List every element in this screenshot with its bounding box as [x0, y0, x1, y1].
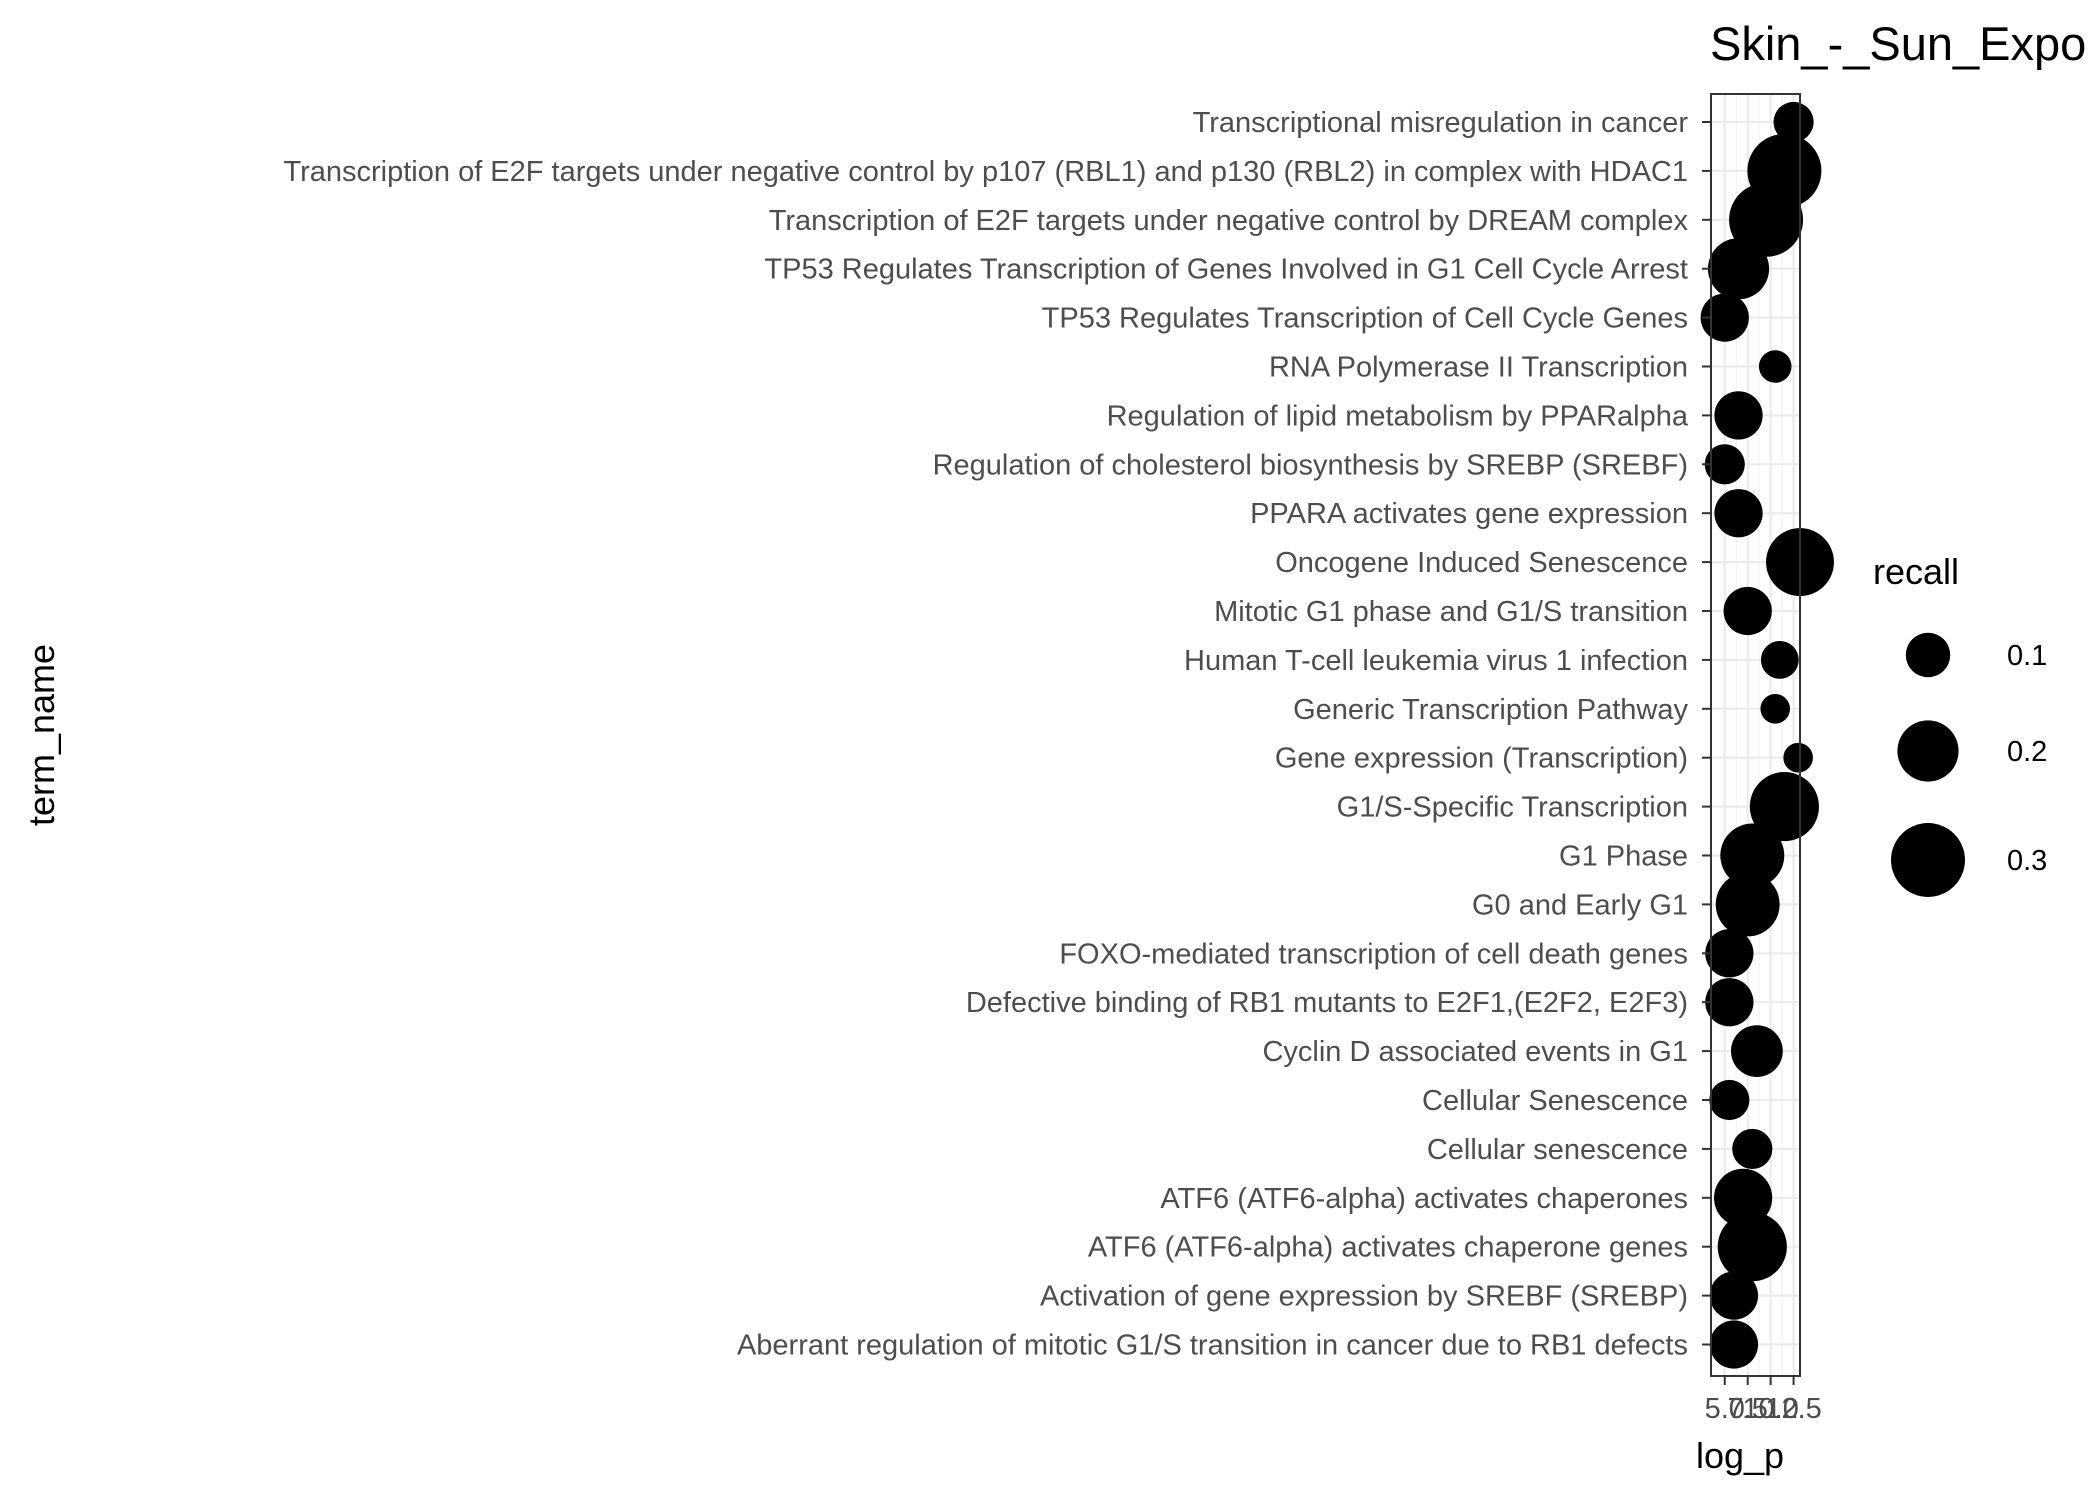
data-point	[1705, 978, 1754, 1027]
data-point	[1783, 742, 1813, 773]
data-point	[1749, 772, 1819, 842]
x-tick-label: 5.0	[1705, 1393, 1745, 1425]
y-axis: Transcriptional misregulation in cancer T…	[283, 107, 1711, 1362]
x-tick-label: 10.0	[1742, 1393, 1798, 1425]
plot-title: Skin_-_Sun_Expo	[1710, 17, 2086, 70]
y-tick-label: RNA Polymerase II Transcription	[1269, 352, 1688, 384]
y-tick-label: TP53 Regulates Transcription of Genes In…	[764, 254, 1688, 286]
data-point	[1707, 238, 1770, 300]
data-point	[1732, 1128, 1773, 1169]
y-tick-label: Aberrant regulation of mitotic G1/S tran…	[737, 1330, 1688, 1362]
y-axis-title: term_name	[21, 644, 62, 826]
x-axis-title: log_p	[1696, 1435, 1784, 1476]
y-tick-label: ATF6 (ATF6-alpha) activates chaperone ge…	[1088, 1232, 1688, 1264]
legend-keys: 0.1 0.2 0.3	[1891, 632, 2047, 897]
y-tick-label: PPARA activates gene expression	[1250, 498, 1688, 530]
data-point	[1714, 1168, 1773, 1227]
data-point	[1773, 101, 1814, 143]
plot-panel	[1700, 93, 1834, 1377]
y-tick-label: G1/S-Specific Transcription	[1337, 792, 1688, 824]
legend-key	[1891, 823, 1965, 897]
data-point	[1709, 1320, 1759, 1369]
data-points	[1700, 101, 1834, 1369]
panel-border	[1710, 93, 1801, 1377]
y-tick-label: Oncogene Induced Senescence	[1275, 547, 1688, 579]
data-point	[1760, 694, 1791, 724]
y-tick-label: Cellular Senescence	[1422, 1085, 1688, 1117]
y-tick-label: Mitotic G1 phase and G1/S transition	[1214, 596, 1688, 628]
legend-title: recall	[1873, 551, 1959, 592]
data-point	[1704, 444, 1745, 485]
data-point	[1717, 1212, 1787, 1282]
y-tick-label: Cyclin D associated events in G1	[1262, 1036, 1688, 1068]
size-legend: recall 0.1 0.2 0.3	[1873, 551, 2047, 897]
data-point	[1715, 872, 1780, 937]
y-axis-labels: Transcriptional misregulation in cancer T…	[283, 107, 1688, 1362]
y-tick-label: G1 Phase	[1559, 841, 1688, 873]
y-tick-label: TP53 Regulates Transcription of Cell Cyc…	[1042, 303, 1688, 335]
data-point	[1714, 489, 1763, 538]
y-tick-label: Transcription of E2F targets under negat…	[769, 205, 1689, 237]
data-point	[1758, 350, 1792, 383]
data-point	[1723, 586, 1772, 636]
x-axis-labels: 5.07.510.012.5	[1705, 1393, 1822, 1425]
x-axis-ticks	[1723, 1376, 1795, 1385]
y-tick-label: ATF6 (ATF6-alpha) activates chaperones	[1160, 1183, 1688, 1215]
y-tick-label: Human T-cell leukemia virus 1 infection	[1184, 645, 1688, 677]
y-tick-label: Generic Transcription Pathway	[1293, 694, 1688, 726]
y-tick-label: Defective binding of RB1 mutants to E2F1…	[966, 987, 1688, 1019]
x-tick-label: 12.5	[1765, 1393, 1821, 1425]
data-point	[1729, 182, 1804, 257]
data-point	[1720, 823, 1785, 888]
data-point	[1760, 640, 1799, 679]
legend-key	[1897, 720, 1959, 782]
y-tick-label: Cellular senescence	[1427, 1134, 1688, 1166]
legend-label: 0.1	[2007, 640, 2047, 672]
y-tick-label: Regulation of cholesterol biosynthesis b…	[933, 449, 1688, 481]
y-axis-ticks	[1702, 121, 1711, 1346]
legend-key	[1905, 632, 1951, 678]
legend-label: 0.2	[2007, 736, 2047, 768]
x-axis: 5.07.510.012.5	[1705, 1376, 1822, 1425]
y-tick-label: Transcriptional misregulation in cancer	[1193, 107, 1689, 139]
data-point	[1709, 1079, 1750, 1121]
legend-label: 0.3	[2007, 845, 2047, 877]
data-point	[1714, 391, 1763, 440]
y-tick-label: G0 and Early G1	[1472, 889, 1688, 921]
data-point	[1700, 293, 1749, 342]
x-tick-label: 7.5	[1728, 1393, 1768, 1425]
y-tick-label: Regulation of lipid metabolism by PPARal…	[1107, 400, 1689, 432]
data-point	[1709, 1271, 1759, 1320]
y-tick-label: FOXO-mediated transcription of cell deat…	[1059, 938, 1688, 970]
y-tick-label: Transcription of E2F targets under negat…	[283, 156, 1688, 188]
y-tick-label: Activation of gene expression by SREBF (…	[1040, 1281, 1688, 1313]
y-tick-label: Gene expression (Transcription)	[1275, 743, 1688, 775]
data-point	[1705, 929, 1754, 978]
data-point	[1730, 1025, 1783, 1078]
